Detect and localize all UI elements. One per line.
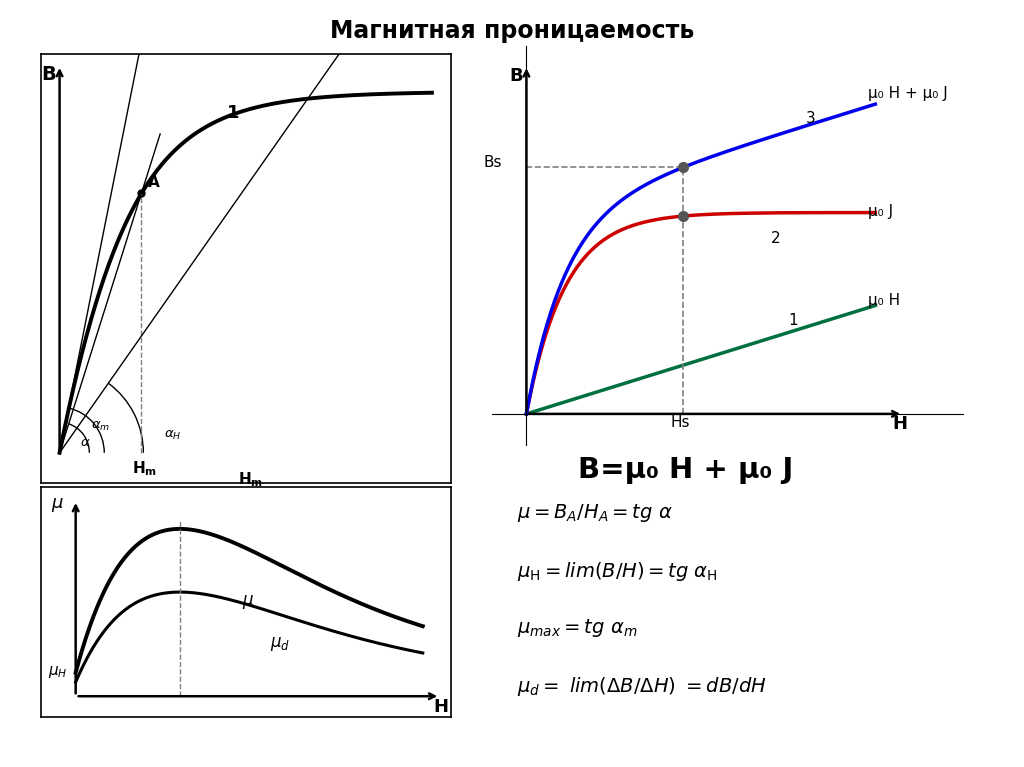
Text: $\mu_{max} = tg\ \alpha_m$: $\mu_{max} = tg\ \alpha_m$: [517, 617, 638, 640]
Text: Bs: Bs: [483, 155, 502, 170]
Text: Hs: Hs: [670, 416, 690, 430]
Text: $\mu$: $\mu$: [243, 593, 254, 611]
Text: $\mu$: $\mu$: [51, 496, 65, 514]
Text: $\alpha_H$: $\alpha_H$: [164, 430, 181, 443]
Text: $\mathbf{H_m}$: $\mathbf{H_m}$: [132, 459, 157, 479]
Text: $\mu_H$: $\mu_H$: [48, 664, 68, 680]
Text: $\mu_d =\ lim(\Delta B / \Delta H)\ = dB/dH$: $\mu_d =\ lim(\Delta B / \Delta H)\ = dB…: [517, 675, 767, 698]
Text: H: H: [893, 416, 908, 433]
Text: 2: 2: [771, 231, 780, 246]
Text: μ₀ H: μ₀ H: [868, 294, 900, 308]
Text: 1: 1: [788, 313, 798, 328]
Text: A: A: [148, 176, 160, 190]
Text: $\mu_d$: $\mu_d$: [270, 634, 290, 653]
Text: μ₀ H + μ₀ J: μ₀ H + μ₀ J: [868, 87, 948, 101]
Text: μ₀ J: μ₀ J: [868, 205, 894, 219]
Text: 1: 1: [227, 104, 240, 122]
Text: B: B: [509, 67, 522, 85]
Text: $\mu = B_A/H_A = tg\ \alpha$: $\mu = B_A/H_A = tg\ \alpha$: [517, 502, 673, 525]
Text: Магнитная проницаемость: Магнитная проницаемость: [330, 19, 694, 43]
Text: $\alpha_m$: $\alpha_m$: [91, 420, 111, 433]
Text: $\alpha$: $\alpha$: [80, 436, 90, 449]
Text: 3: 3: [806, 111, 815, 127]
Text: B: B: [41, 65, 55, 84]
Text: B=μ₀ H + μ₀ J: B=μ₀ H + μ₀ J: [579, 456, 794, 485]
Text: $\mu_{\mathsf{H}} = lim(B/H) = tg\ \alpha_{\mathsf{H}}$: $\mu_{\mathsf{H}} = lim(B/H) = tg\ \alph…: [517, 560, 718, 583]
Text: $\mathbf{H_m}$: $\mathbf{H_m}$: [239, 470, 263, 489]
Text: H: H: [433, 698, 449, 716]
